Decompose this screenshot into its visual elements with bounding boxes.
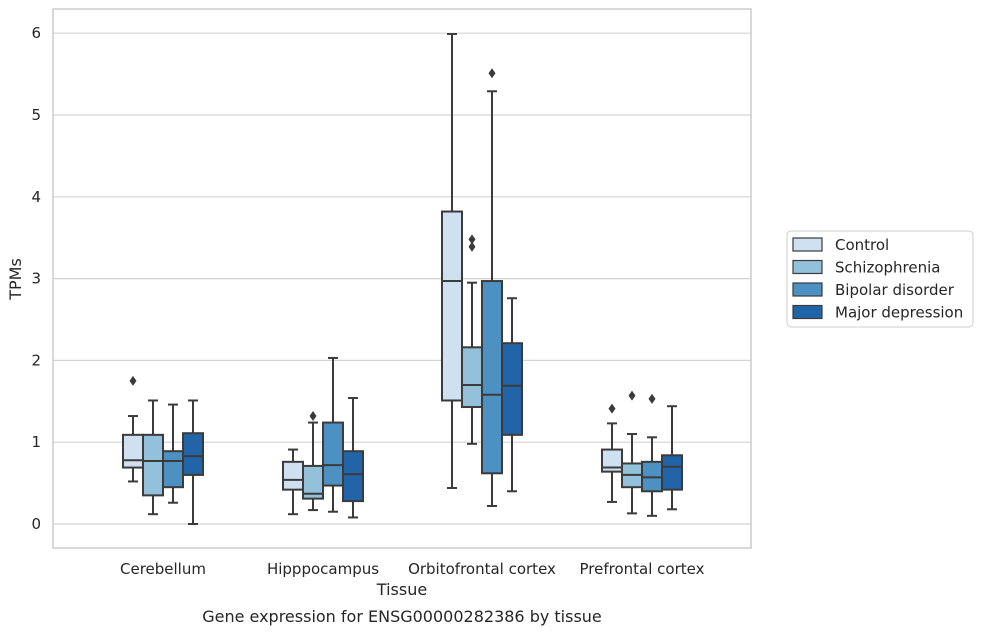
outlier-point: [608, 403, 616, 414]
legend-swatch: [792, 259, 823, 275]
legend: Control Schizophrenia Bipolar disorder Majo…: [786, 230, 974, 328]
box-groups: [122, 33, 683, 525]
x-axis-label: Tissue: [376, 580, 427, 599]
y-tick-label: 1: [31, 433, 41, 451]
box-schizophrenia: [142, 399, 164, 516]
iqr-box: [661, 454, 683, 491]
legend-label: Major depression: [835, 304, 963, 322]
legend-label: Bipolar disorder: [835, 281, 955, 299]
iqr-box: [342, 450, 364, 503]
box-control: [601, 403, 623, 503]
outlier-point: [628, 390, 636, 401]
box-major-depression: [661, 405, 683, 511]
y-tick-label: 2: [31, 351, 41, 369]
iqr-box: [601, 448, 623, 473]
legend-label: Control: [835, 236, 889, 254]
box-major-depression: [182, 399, 204, 525]
iqr-box: [282, 460, 304, 491]
y-tick-label: 4: [31, 188, 41, 206]
box-schizophrenia: [302, 411, 324, 512]
y-tick-label: 5: [31, 106, 41, 124]
y-tick-label: 6: [31, 24, 41, 42]
box-control: [282, 448, 304, 516]
iqr-box: [501, 342, 523, 436]
box-control: [122, 375, 144, 483]
x-tick-label: Orbitofrontal cortex: [408, 560, 556, 578]
box-bipolar-disorder: [322, 356, 344, 513]
legend-swatch: [792, 304, 823, 320]
legend-frame: [786, 230, 974, 328]
x-tick-label: Prefrontal cortex: [580, 560, 705, 578]
iqr-box: [322, 421, 344, 487]
iqr-box: [441, 210, 463, 402]
box-bipolar-disorder: [481, 68, 503, 508]
outlier-point: [468, 241, 476, 252]
figure-caption: Gene expression for ENSG00000282386 by t…: [202, 607, 602, 626]
box-major-depression: [501, 297, 523, 493]
box-major-depression: [342, 397, 364, 519]
iqr-box: [481, 280, 503, 475]
iqr-box: [461, 346, 483, 409]
box-control: [441, 33, 463, 490]
legend-swatch: [792, 282, 823, 297]
box-bipolar-disorder: [162, 403, 184, 504]
box-schizophrenia: [461, 234, 483, 445]
outlier-point: [468, 234, 476, 245]
iqr-box: [182, 432, 204, 476]
plot-frame: [52, 8, 752, 549]
y-axis-label: TPMs: [6, 258, 25, 301]
outlier-point: [648, 393, 656, 404]
outlier-point: [309, 411, 317, 422]
outlier-point: [129, 375, 137, 386]
x-tick-labels: Cerebellum Hipppocampus Orbitofrontal cort…: [120, 560, 705, 578]
y-tick-labels: 0 1 2 3 4 5 6: [31, 24, 41, 533]
box-schizophrenia: [621, 390, 643, 515]
x-tick-label: Cerebellum: [120, 560, 206, 578]
grid-lines: [53, 32, 751, 525]
outlier-point: [488, 68, 496, 79]
y-tick-label: 0: [31, 515, 41, 533]
legend-swatch: [792, 237, 823, 252]
iqr-box: [162, 450, 184, 489]
x-tick-label: Hipppocampus: [267, 560, 379, 578]
box-bipolar-disorder: [641, 393, 663, 517]
legend-label: Schizophrenia: [835, 259, 940, 277]
iqr-box: [122, 433, 144, 469]
y-tick-label: 3: [31, 270, 41, 288]
iqr-box: [142, 433, 164, 497]
